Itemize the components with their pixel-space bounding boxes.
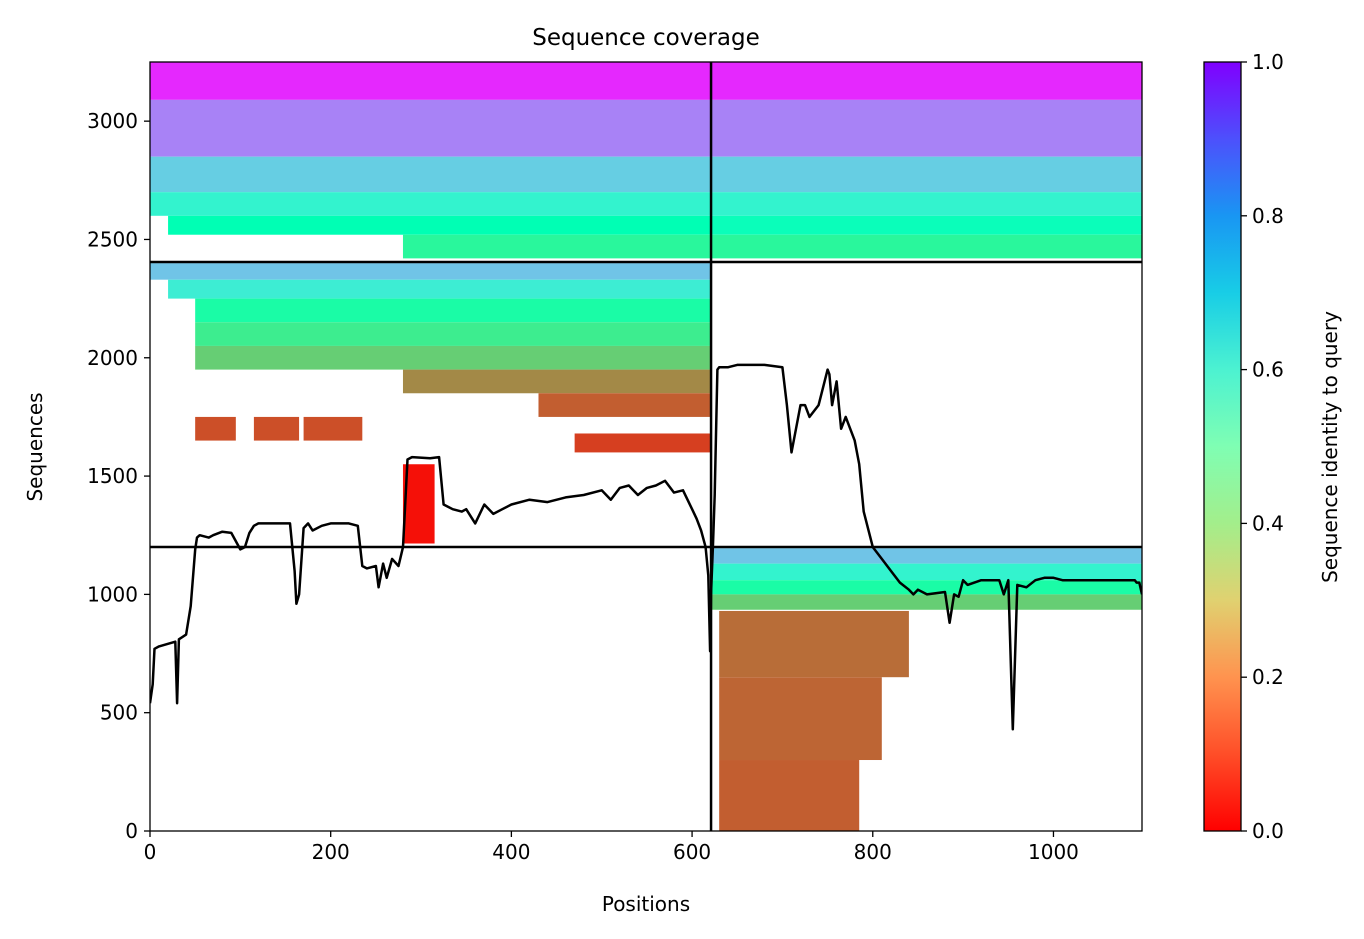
x-axis-ticks: 0 200 400 600 800 1000 xyxy=(144,831,1079,864)
x-tick-label: 800 xyxy=(854,840,892,864)
y-tick-label: 1500 xyxy=(87,464,138,488)
coverage-band xyxy=(719,610,909,678)
x-tick-label: 0 xyxy=(144,840,157,864)
coverage-band xyxy=(711,594,1142,610)
coverage-band xyxy=(150,192,712,216)
coverage-line xyxy=(150,363,1142,731)
coverage-band xyxy=(150,62,712,100)
x-tick-label: 600 xyxy=(673,840,711,864)
y-tick-label: 500 xyxy=(100,701,138,725)
coverage-heatmap xyxy=(150,62,1142,831)
x-tick-label: 400 xyxy=(492,840,530,864)
coverage-band xyxy=(711,234,1142,259)
chart-title: Sequence coverage xyxy=(532,25,760,51)
y-tick-label: 0 xyxy=(125,819,138,843)
coverage-band xyxy=(711,548,1142,564)
x-tick-label: 200 xyxy=(312,840,350,864)
coverage-band xyxy=(711,62,1142,100)
coverage-band xyxy=(719,677,882,761)
colorbar-ticks: 0.0 0.2 0.4 0.6 0.8 1.0 xyxy=(1241,50,1284,843)
y-tick-label: 2000 xyxy=(87,346,138,370)
colorbar-tick-label: 1.0 xyxy=(1252,50,1284,74)
coverage-band xyxy=(711,580,1142,595)
colorbar-tick-label: 0.0 xyxy=(1252,819,1284,843)
y-tick-label: 3000 xyxy=(87,109,138,133)
coverage-band xyxy=(195,298,712,323)
coverage-band xyxy=(168,279,712,299)
colorbar-tick-label: 0.6 xyxy=(1252,358,1284,382)
colorbar-tick-label: 0.2 xyxy=(1252,665,1284,689)
coverage-band xyxy=(538,393,712,417)
x-axis-label: Positions xyxy=(602,892,690,916)
colorbar-label: Sequence identity to query xyxy=(1318,311,1342,583)
colorbar xyxy=(1203,61,1242,832)
chain-boundaries xyxy=(150,62,1142,831)
coverage-band xyxy=(402,369,712,394)
coverage-band xyxy=(150,263,712,280)
coverage-band xyxy=(711,215,1142,235)
coverage-band xyxy=(195,322,712,346)
coverage-band xyxy=(150,156,712,193)
coverage-band xyxy=(711,156,1142,193)
colorbar-tick-label: 0.8 xyxy=(1252,204,1284,228)
coverage-band xyxy=(402,464,435,544)
coverage-band xyxy=(253,416,300,441)
coverage-band xyxy=(711,192,1142,216)
x-tick-label: 1000 xyxy=(1028,840,1079,864)
y-tick-label: 2500 xyxy=(87,227,138,251)
coverage-band xyxy=(574,433,712,453)
coverage-band xyxy=(303,416,363,441)
coverage-band xyxy=(195,345,712,370)
coverage-band xyxy=(168,215,712,235)
coverage-band xyxy=(711,563,1142,581)
y-tick-label: 1000 xyxy=(87,582,138,606)
plot-frame xyxy=(149,61,1143,832)
coverage-band xyxy=(150,99,712,157)
colorbar-tick-label: 0.4 xyxy=(1252,511,1284,535)
coverage-band xyxy=(719,760,860,831)
y-axis-ticks: 0 500 1000 1500 2000 2500 3000 xyxy=(87,109,150,843)
y-axis-label: Sequences xyxy=(23,392,47,501)
coverage-band xyxy=(711,99,1142,157)
coverage-band xyxy=(195,416,236,441)
coverage-band xyxy=(402,234,712,259)
